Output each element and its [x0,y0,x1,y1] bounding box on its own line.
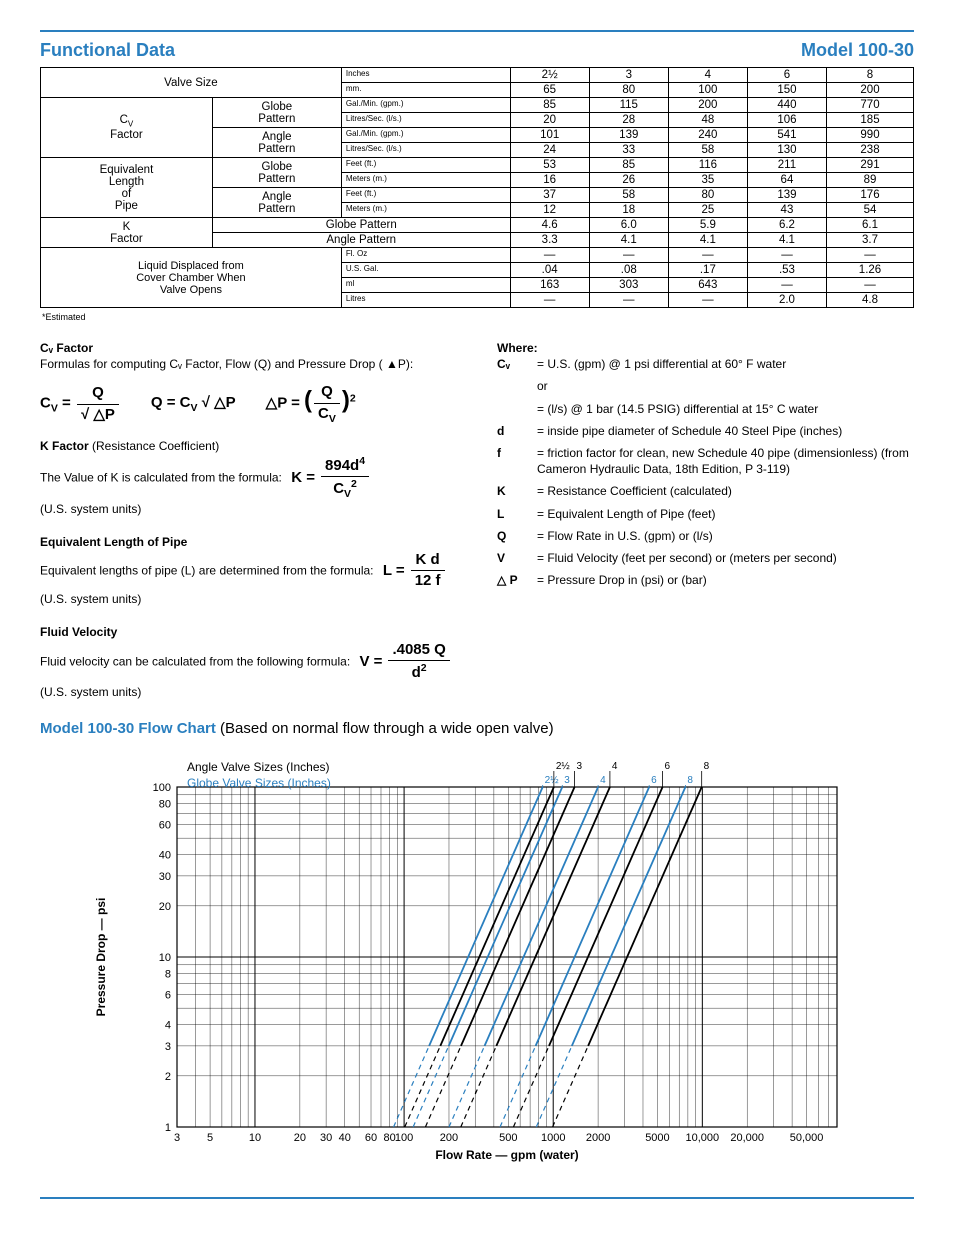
where-row: Q= Flow Rate in U.S. (gpm) or (l/s) [497,528,914,544]
bottom-rule [40,1197,914,1199]
svg-text:5: 5 [207,1132,213,1144]
svg-text:6: 6 [665,761,671,772]
cv-formulas: CV = Q√ △P Q = CV √ △P △P = (QCV)2 [40,382,457,425]
svg-text:40: 40 [159,849,171,861]
svg-text:3: 3 [174,1132,180,1144]
right-column: Where: Cᵥ= U.S. (gpm) @ 1 psi differenti… [497,340,914,700]
svg-text:500: 500 [499,1132,517,1144]
where-heading: Where: [497,341,538,355]
svg-text:40: 40 [339,1132,351,1144]
flow-chart: 3 5 10 20 30 40 60 80 100 200 500 1000 2000 5000 10,00… [87,747,867,1177]
svg-text:3: 3 [577,761,583,772]
svg-text:80: 80 [159,798,171,810]
svg-text:3: 3 [165,1041,171,1053]
svg-text:100: 100 [153,782,171,794]
svg-text:6: 6 [165,989,171,1001]
svg-text:Flow Rate — gpm (water): Flow Rate — gpm (water) [435,1148,578,1162]
where-row: d= inside pipe diameter of Schedule 40 S… [497,423,914,439]
page-header: Functional Data Model 100-30 [40,40,914,61]
svg-text:4: 4 [165,1019,171,1031]
eq-len-heading: Equivalent Length of Pipe [40,535,187,549]
svg-text:8: 8 [687,775,693,786]
k-factor-sub: (Resistance Coefficient) [89,439,220,453]
where-row: or [497,378,914,394]
cv-factor-heading: Cᵥ Factor [40,341,93,355]
svg-text:8: 8 [704,761,710,772]
top-rule [40,30,914,32]
k-formula: K = 894d4CV2 [291,454,371,501]
where-row: V= Fluid Velocity (feet per second) or (… [497,550,914,566]
header-left: Functional Data [40,40,175,61]
k-factor-heading: K Factor [40,439,89,453]
svg-text:4: 4 [612,761,618,772]
chart-title: Model 100-30 Flow Chart (Based on normal… [40,720,914,737]
svg-text:60: 60 [365,1132,377,1144]
functional-data-table: Valve SizeInches2½3468mm.6580100150200CV… [40,67,914,308]
svg-text:100: 100 [395,1132,413,1144]
chart-title-bold: Model 100-30 Flow Chart [40,720,216,737]
fluid-vel-units: (U.S. system units) [40,684,457,700]
svg-text:5000: 5000 [645,1132,669,1144]
v-formula: V = .4085 Qd2 [360,640,452,684]
svg-text:2: 2 [165,1071,171,1083]
svg-text:60: 60 [159,819,171,831]
svg-text:2½: 2½ [556,761,571,772]
svg-text:2000: 2000 [586,1132,610,1144]
svg-text:1: 1 [165,1122,171,1134]
svg-text:3: 3 [564,775,570,786]
svg-text:10: 10 [159,952,171,964]
svg-text:10: 10 [249,1132,261,1144]
where-row: f= friction factor for clean, new Schedu… [497,445,914,477]
fluid-vel-text: Fluid velocity can be calculated from th… [40,655,350,669]
svg-text:200: 200 [440,1132,458,1144]
k-units: (U.S. system units) [40,501,457,517]
l-formula: L = K d12 f [383,550,447,592]
svg-text:10,000: 10,000 [686,1132,720,1144]
chart-title-rest: (Based on normal flow through a wide ope… [216,720,554,737]
where-row: K= Resistance Coefficient (calculated) [497,483,914,499]
formula-columns: Cᵥ Factor Formulas for computing Cᵥ Fact… [40,340,914,700]
svg-text:30: 30 [159,871,171,883]
where-row: = (l/s) @ 1 bar (14.5 PSIG) differential… [497,401,914,417]
where-row: △ P= Pressure Drop in (psi) or (bar) [497,572,914,588]
eq-len-text: Equivalent lengths of pipe (L) are deter… [40,564,374,578]
eq-len-units: (U.S. system units) [40,591,457,607]
header-right: Model 100-30 [801,40,914,61]
svg-text:1000: 1000 [541,1132,565,1144]
svg-text:20,000: 20,000 [730,1132,764,1144]
where-row: Cᵥ= U.S. (gpm) @ 1 psi differential at 6… [497,356,914,372]
cv-factor-intro: Formulas for computing Cᵥ Factor, Flow (… [40,356,457,372]
svg-text:Angle Valve Sizes (Inches): Angle Valve Sizes (Inches) [187,760,330,774]
svg-text:50,000: 50,000 [790,1132,824,1144]
svg-text:4: 4 [600,775,606,786]
svg-text:8: 8 [165,968,171,980]
svg-text:20: 20 [294,1132,306,1144]
fluid-vel-heading: Fluid Velocity [40,625,117,639]
left-column: Cᵥ Factor Formulas for computing Cᵥ Fact… [40,340,457,700]
svg-text:Pressure Drop — psi: Pressure Drop — psi [94,897,108,1016]
svg-text:30: 30 [320,1132,332,1144]
where-row: L= Equivalent Length of Pipe (feet) [497,506,914,522]
svg-text:Globe Valve Sizes (Inches): Globe Valve Sizes (Inches) [187,776,331,790]
svg-text:20: 20 [159,901,171,913]
svg-text:2½: 2½ [545,775,560,786]
footnote: *Estimated [42,312,914,322]
k-factor-text: The Value of K is calculated from the fo… [40,471,282,485]
svg-text:6: 6 [651,775,657,786]
